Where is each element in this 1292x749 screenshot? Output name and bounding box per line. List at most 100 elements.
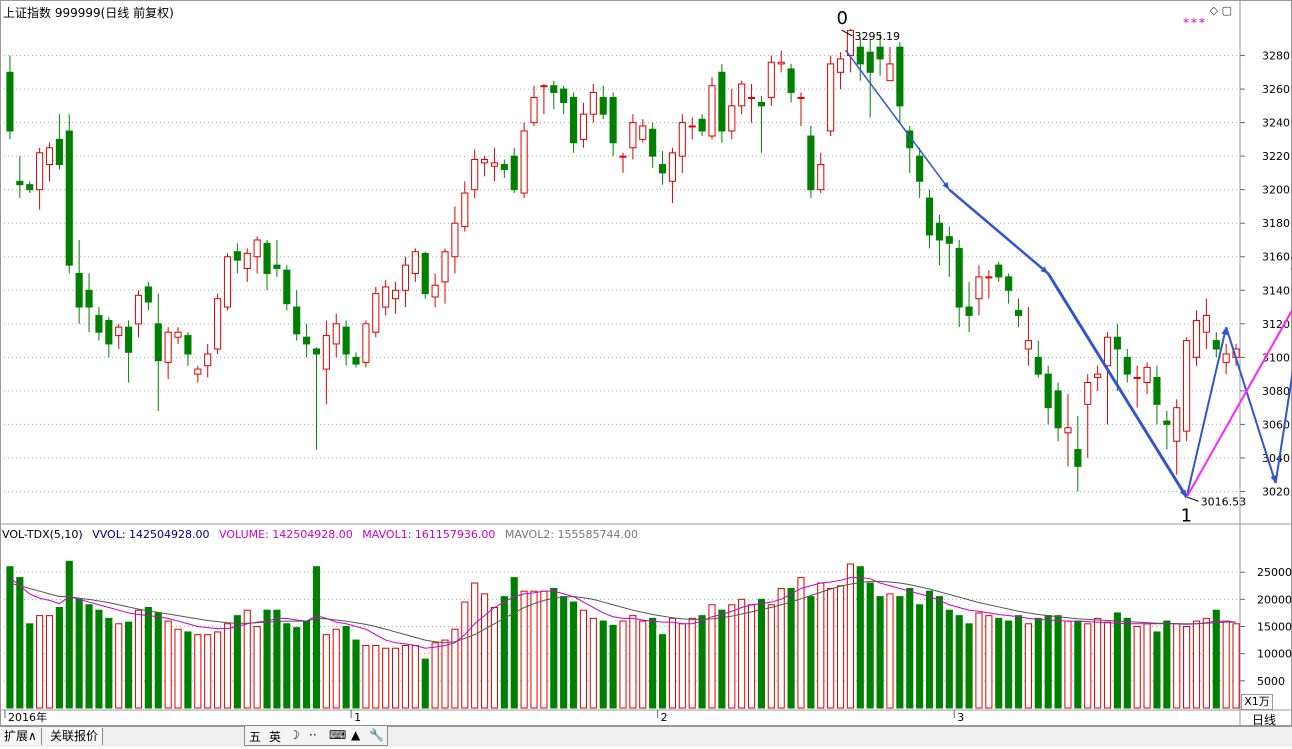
moon-icon[interactable]: ☽ xyxy=(289,728,300,742)
volume-tick-label: 20000 xyxy=(1257,593,1292,606)
volume-bar xyxy=(372,645,380,709)
volume-bar xyxy=(1103,621,1112,709)
candle-body xyxy=(856,46,864,65)
candle-body xyxy=(233,251,241,261)
candle-body xyxy=(1183,340,1191,432)
volume-unit-label: X1万 xyxy=(1241,694,1273,710)
volume-bar xyxy=(223,623,232,709)
volume-bar xyxy=(263,609,271,709)
volume-bar xyxy=(530,590,538,709)
period-label[interactable]: 日线 xyxy=(1252,713,1277,727)
candle-body xyxy=(896,46,904,107)
user-icon[interactable]: ▲ xyxy=(351,728,361,742)
volume-bar xyxy=(204,634,212,709)
outer-frame xyxy=(0,0,1292,726)
volume-bar xyxy=(214,631,222,709)
punctuation-icon[interactable]: ·· xyxy=(309,728,317,742)
candle-body xyxy=(392,289,400,300)
volume-bar xyxy=(520,590,528,709)
candle-body xyxy=(560,88,568,103)
volume-tick-label: 5000 xyxy=(1257,675,1285,688)
candle-body xyxy=(154,323,162,362)
volume-bar xyxy=(401,645,410,709)
volume-bar xyxy=(322,634,330,709)
candle-body xyxy=(1074,449,1082,467)
candle-body xyxy=(26,184,34,191)
volume-bar xyxy=(6,566,14,709)
candle-body xyxy=(322,335,330,370)
volume-header: VOL-TDX(5,10) VVOL: 142504928.00 VOLUME:… xyxy=(2,528,644,541)
volume-bar xyxy=(925,590,934,709)
candle-body xyxy=(1034,356,1042,375)
candle-body xyxy=(965,306,973,316)
candle-body xyxy=(1222,353,1230,363)
diamond-icon[interactable]: ◇ ▢ xyxy=(1209,4,1232,17)
candle-body xyxy=(975,276,983,300)
candle-body xyxy=(550,85,558,93)
candle-body xyxy=(144,286,152,303)
price-tick-label: 3280 xyxy=(1262,50,1290,63)
candle-body xyxy=(184,335,192,355)
candle-body xyxy=(36,152,44,191)
volume-bar xyxy=(303,620,311,709)
volume-bar xyxy=(1014,615,1023,709)
volume-bar xyxy=(886,593,894,709)
candle-body xyxy=(401,264,410,291)
tab-expand[interactable]: 扩展∧ xyxy=(0,728,42,745)
volume-bar xyxy=(1192,620,1201,709)
volume-bar xyxy=(125,621,133,709)
candle-body xyxy=(164,331,172,363)
keyboard-icon[interactable]: ⌨ xyxy=(329,728,347,742)
candle-body xyxy=(243,252,251,269)
volume-bar xyxy=(36,615,44,709)
price-tick-label: 3080 xyxy=(1262,385,1290,398)
candle-body xyxy=(1192,319,1201,358)
candle-body xyxy=(1143,366,1151,384)
chart-title: 上证指数 999999(日线 前复权) xyxy=(3,6,174,20)
candle-body xyxy=(510,155,518,191)
volume-bar xyxy=(312,566,321,709)
volume-bar xyxy=(609,624,617,709)
volume-bar xyxy=(55,606,63,709)
volume-bar xyxy=(767,604,775,709)
x-tick-label: 3 xyxy=(957,711,964,724)
price-tick-label: 3240 xyxy=(1262,117,1290,130)
volume-bar xyxy=(273,609,281,709)
wave-label-0: 0 xyxy=(837,8,848,29)
volume-bar xyxy=(461,601,469,709)
price-tick-label: 3260 xyxy=(1262,83,1290,96)
candle-body xyxy=(1153,376,1161,405)
volume-bar xyxy=(431,642,439,709)
candle-body xyxy=(1113,336,1121,350)
volume-bar xyxy=(629,615,637,709)
candle-body xyxy=(65,130,73,266)
language-toggle[interactable]: 英 xyxy=(269,730,282,744)
candle-body xyxy=(105,319,113,345)
candle-body xyxy=(1202,314,1210,333)
candle-body xyxy=(471,158,479,191)
candle-body xyxy=(738,83,746,107)
volume-bar xyxy=(1005,620,1013,709)
wubi-icon[interactable]: 五 xyxy=(249,730,262,744)
price-tick-label: 3200 xyxy=(1262,184,1290,197)
low-price-label: 3016.53 xyxy=(1201,495,1247,508)
volume-bar xyxy=(45,615,54,709)
high-price-pointer xyxy=(841,29,853,37)
price-tick-label: 3020 xyxy=(1262,485,1290,498)
volume-bar xyxy=(787,587,795,709)
candle-body xyxy=(916,155,924,182)
wave-line-down-3-head xyxy=(1180,489,1187,498)
volume-bar xyxy=(777,587,785,709)
volume-bar xyxy=(1113,612,1121,709)
ime-toolbar[interactable]: 五 英 ☽ ·· ⌨ ▲ 🔧 xyxy=(244,725,388,746)
volume-bar xyxy=(243,609,251,709)
candle-body xyxy=(698,118,706,132)
volume-bar xyxy=(658,634,667,709)
wrench-icon[interactable]: 🔧 xyxy=(369,728,384,742)
volume-bar xyxy=(75,598,83,709)
candle-body xyxy=(1084,382,1092,405)
mavol2-value: MAVOL2: 155585744.00 xyxy=(504,528,639,541)
candle-body xyxy=(85,289,93,308)
tab-related-quotes[interactable]: 关联报价 xyxy=(46,728,104,745)
